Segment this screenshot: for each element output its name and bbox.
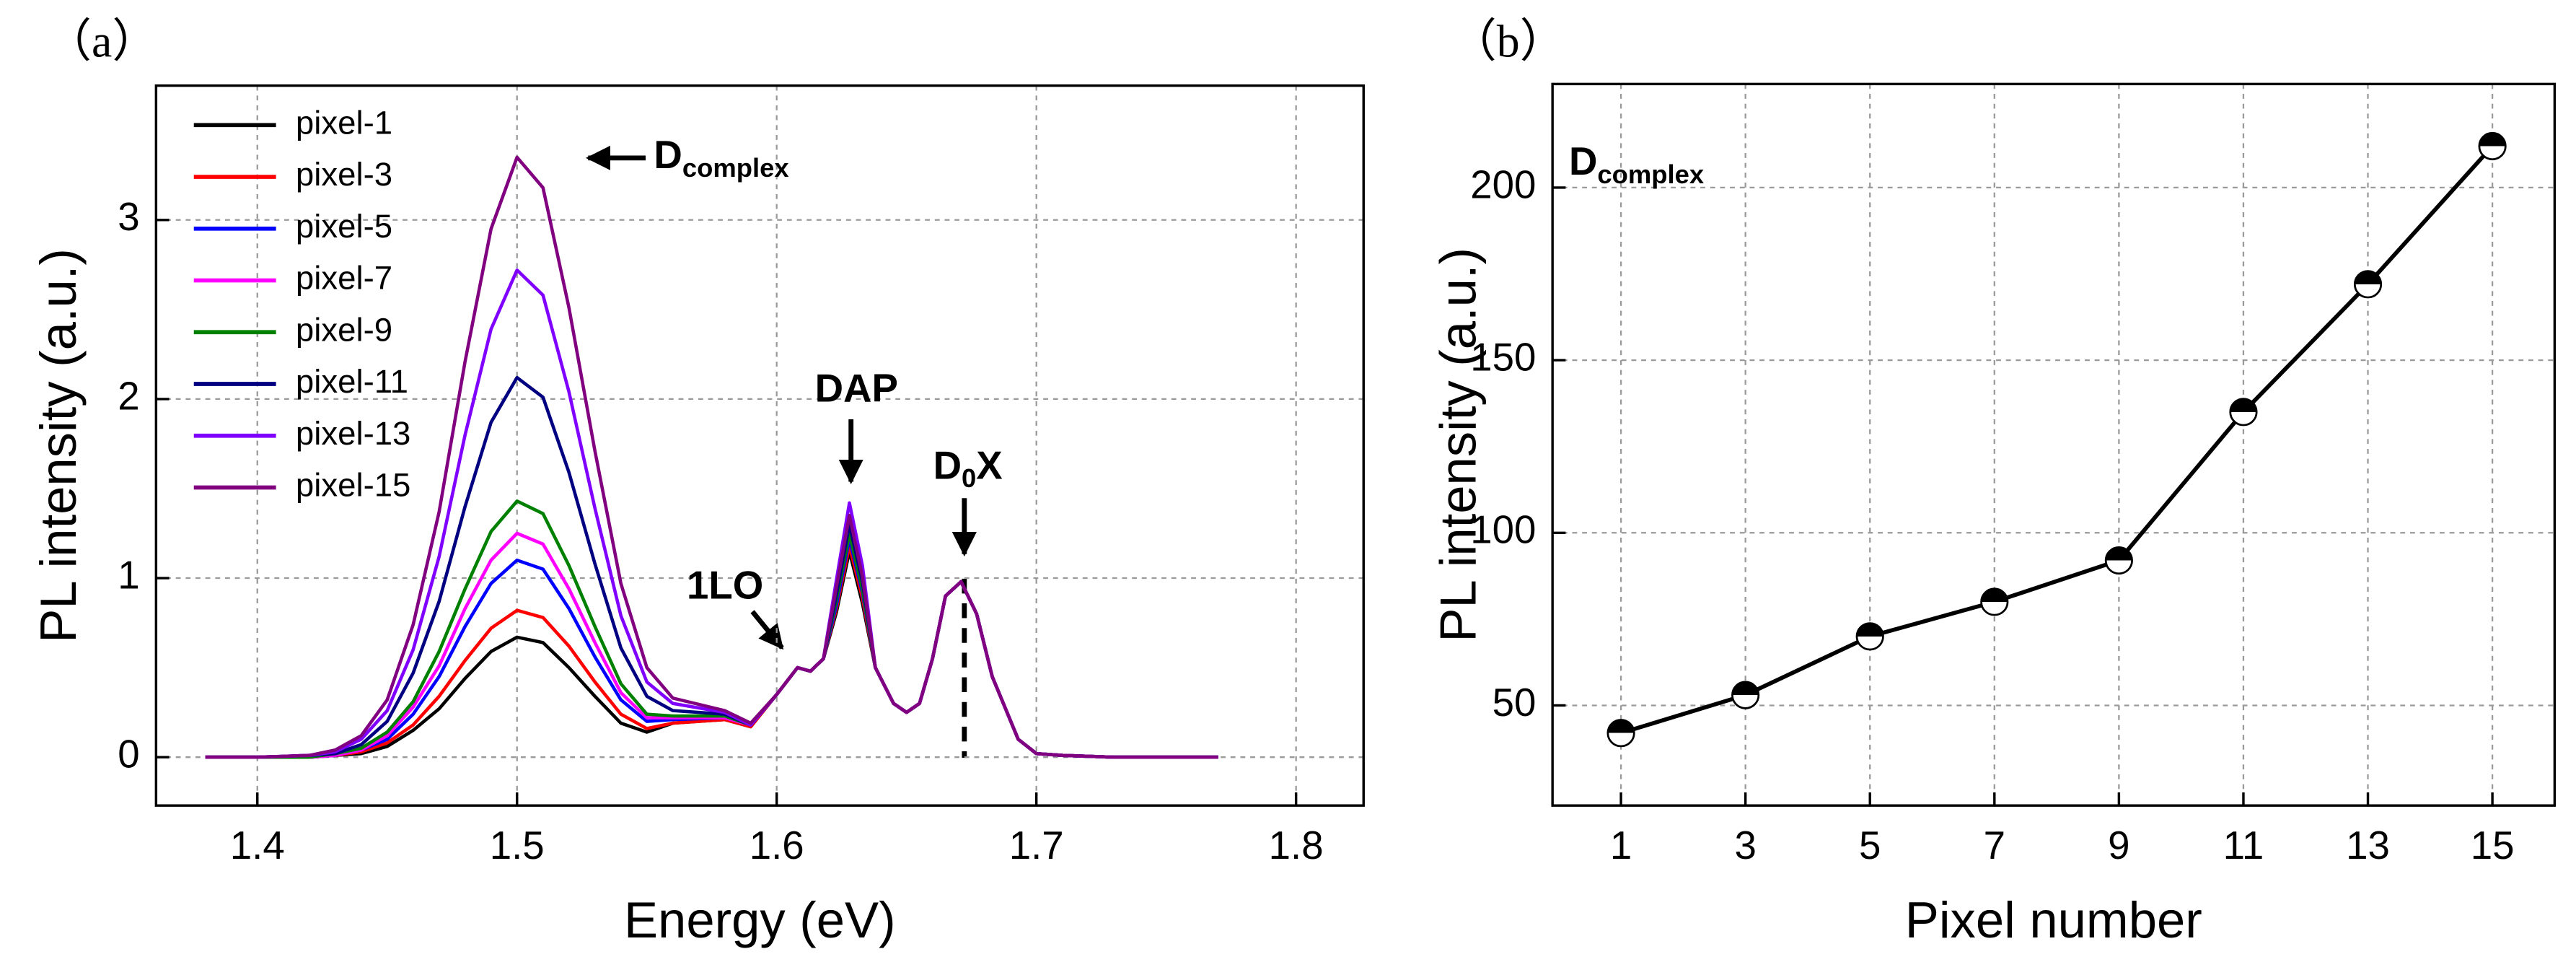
y-tick-label: 2 bbox=[118, 374, 139, 418]
x-tick-label: 9 bbox=[2108, 823, 2129, 867]
annotation-text: 1LO bbox=[687, 564, 763, 608]
legend-label: pixel-13 bbox=[296, 415, 410, 452]
y-tick-label: 3 bbox=[118, 195, 139, 239]
annotation: Dcomplex bbox=[1569, 139, 1704, 188]
y-tick-label: 1 bbox=[118, 553, 139, 597]
x-axis-label: Pixel number bbox=[1905, 891, 2202, 948]
legend-label: pixel-11 bbox=[296, 363, 408, 400]
plot-frame bbox=[1551, 82, 2557, 807]
y-axis-label: PL intensity (a.u.) bbox=[1430, 248, 1487, 642]
x-tick-label: 1.6 bbox=[749, 823, 804, 867]
plot-frame bbox=[154, 84, 1365, 807]
x-axis-label: Energy (eV) bbox=[624, 891, 896, 948]
legend-label: pixel-1 bbox=[296, 104, 392, 141]
annotation: DAP bbox=[815, 367, 898, 411]
annotation-subscript: 0 bbox=[962, 463, 976, 493]
chart-panel: 1.4 1.5 1.6 1.7 1.8 0 1 2 3 Energy (eV) PL intensi… bbox=[30, 16, 1365, 948]
data-point bbox=[1980, 587, 2009, 616]
annotation: 1LO bbox=[687, 564, 763, 608]
annotation-text: D bbox=[654, 133, 682, 177]
legend-label: pixel-9 bbox=[296, 311, 392, 348]
data-line bbox=[1620, 144, 2494, 735]
x-tick-label: 5 bbox=[1859, 823, 1881, 867]
panel-label: （a） bbox=[45, 16, 158, 67]
data-point bbox=[2353, 270, 2383, 299]
data-point bbox=[2104, 546, 2133, 575]
x-tick-label: 13 bbox=[2346, 823, 2390, 867]
y-tick-label: 200 bbox=[1470, 162, 1536, 206]
annotation-subscript: complex bbox=[1597, 159, 1704, 189]
annotation: D0X bbox=[933, 444, 1003, 493]
legend-label: pixel-7 bbox=[296, 260, 392, 297]
annotation-text: D bbox=[1569, 139, 1597, 183]
data-point bbox=[1731, 681, 1760, 709]
y-tick-label: 100 bbox=[1470, 508, 1536, 552]
data-point bbox=[1855, 622, 1884, 651]
x-tick-label: 1 bbox=[1610, 823, 1632, 867]
y-tick-label: 50 bbox=[1493, 681, 1537, 725]
x-tick-label: 1.4 bbox=[230, 823, 285, 867]
y-axis-label: PL intensity (a.u.) bbox=[30, 248, 87, 643]
x-tick-label: 7 bbox=[1984, 823, 2005, 867]
x-tick-label: 1.7 bbox=[1009, 823, 1064, 867]
data-point bbox=[2478, 131, 2507, 161]
legend-label: pixel-5 bbox=[296, 208, 392, 245]
annotation-text: DAP bbox=[815, 367, 898, 411]
y-tick-label: 0 bbox=[118, 733, 139, 777]
x-tick-label: 1.5 bbox=[490, 823, 545, 867]
annotation-arrows bbox=[585, 145, 977, 758]
annotation-subscript: complex bbox=[682, 152, 789, 182]
legend-label: pixel-15 bbox=[296, 467, 410, 504]
data-point bbox=[2229, 398, 2258, 427]
annotation-text: X bbox=[976, 444, 1002, 488]
x-tick-label: 1.8 bbox=[1269, 823, 1324, 867]
annotation: Dcomplex bbox=[654, 133, 788, 182]
x-tick-label: 15 bbox=[2471, 823, 2515, 867]
x-tick-label: 11 bbox=[2223, 823, 2264, 867]
y-tick-label: 150 bbox=[1470, 336, 1536, 380]
x-tick-label: 3 bbox=[1734, 823, 1756, 867]
data-point bbox=[1606, 719, 1635, 748]
annotation-text: D bbox=[933, 444, 962, 488]
panel-label: （b） bbox=[1451, 16, 1565, 67]
legend-label: pixel-3 bbox=[296, 156, 392, 193]
spectrum-line bbox=[205, 155, 1218, 759]
